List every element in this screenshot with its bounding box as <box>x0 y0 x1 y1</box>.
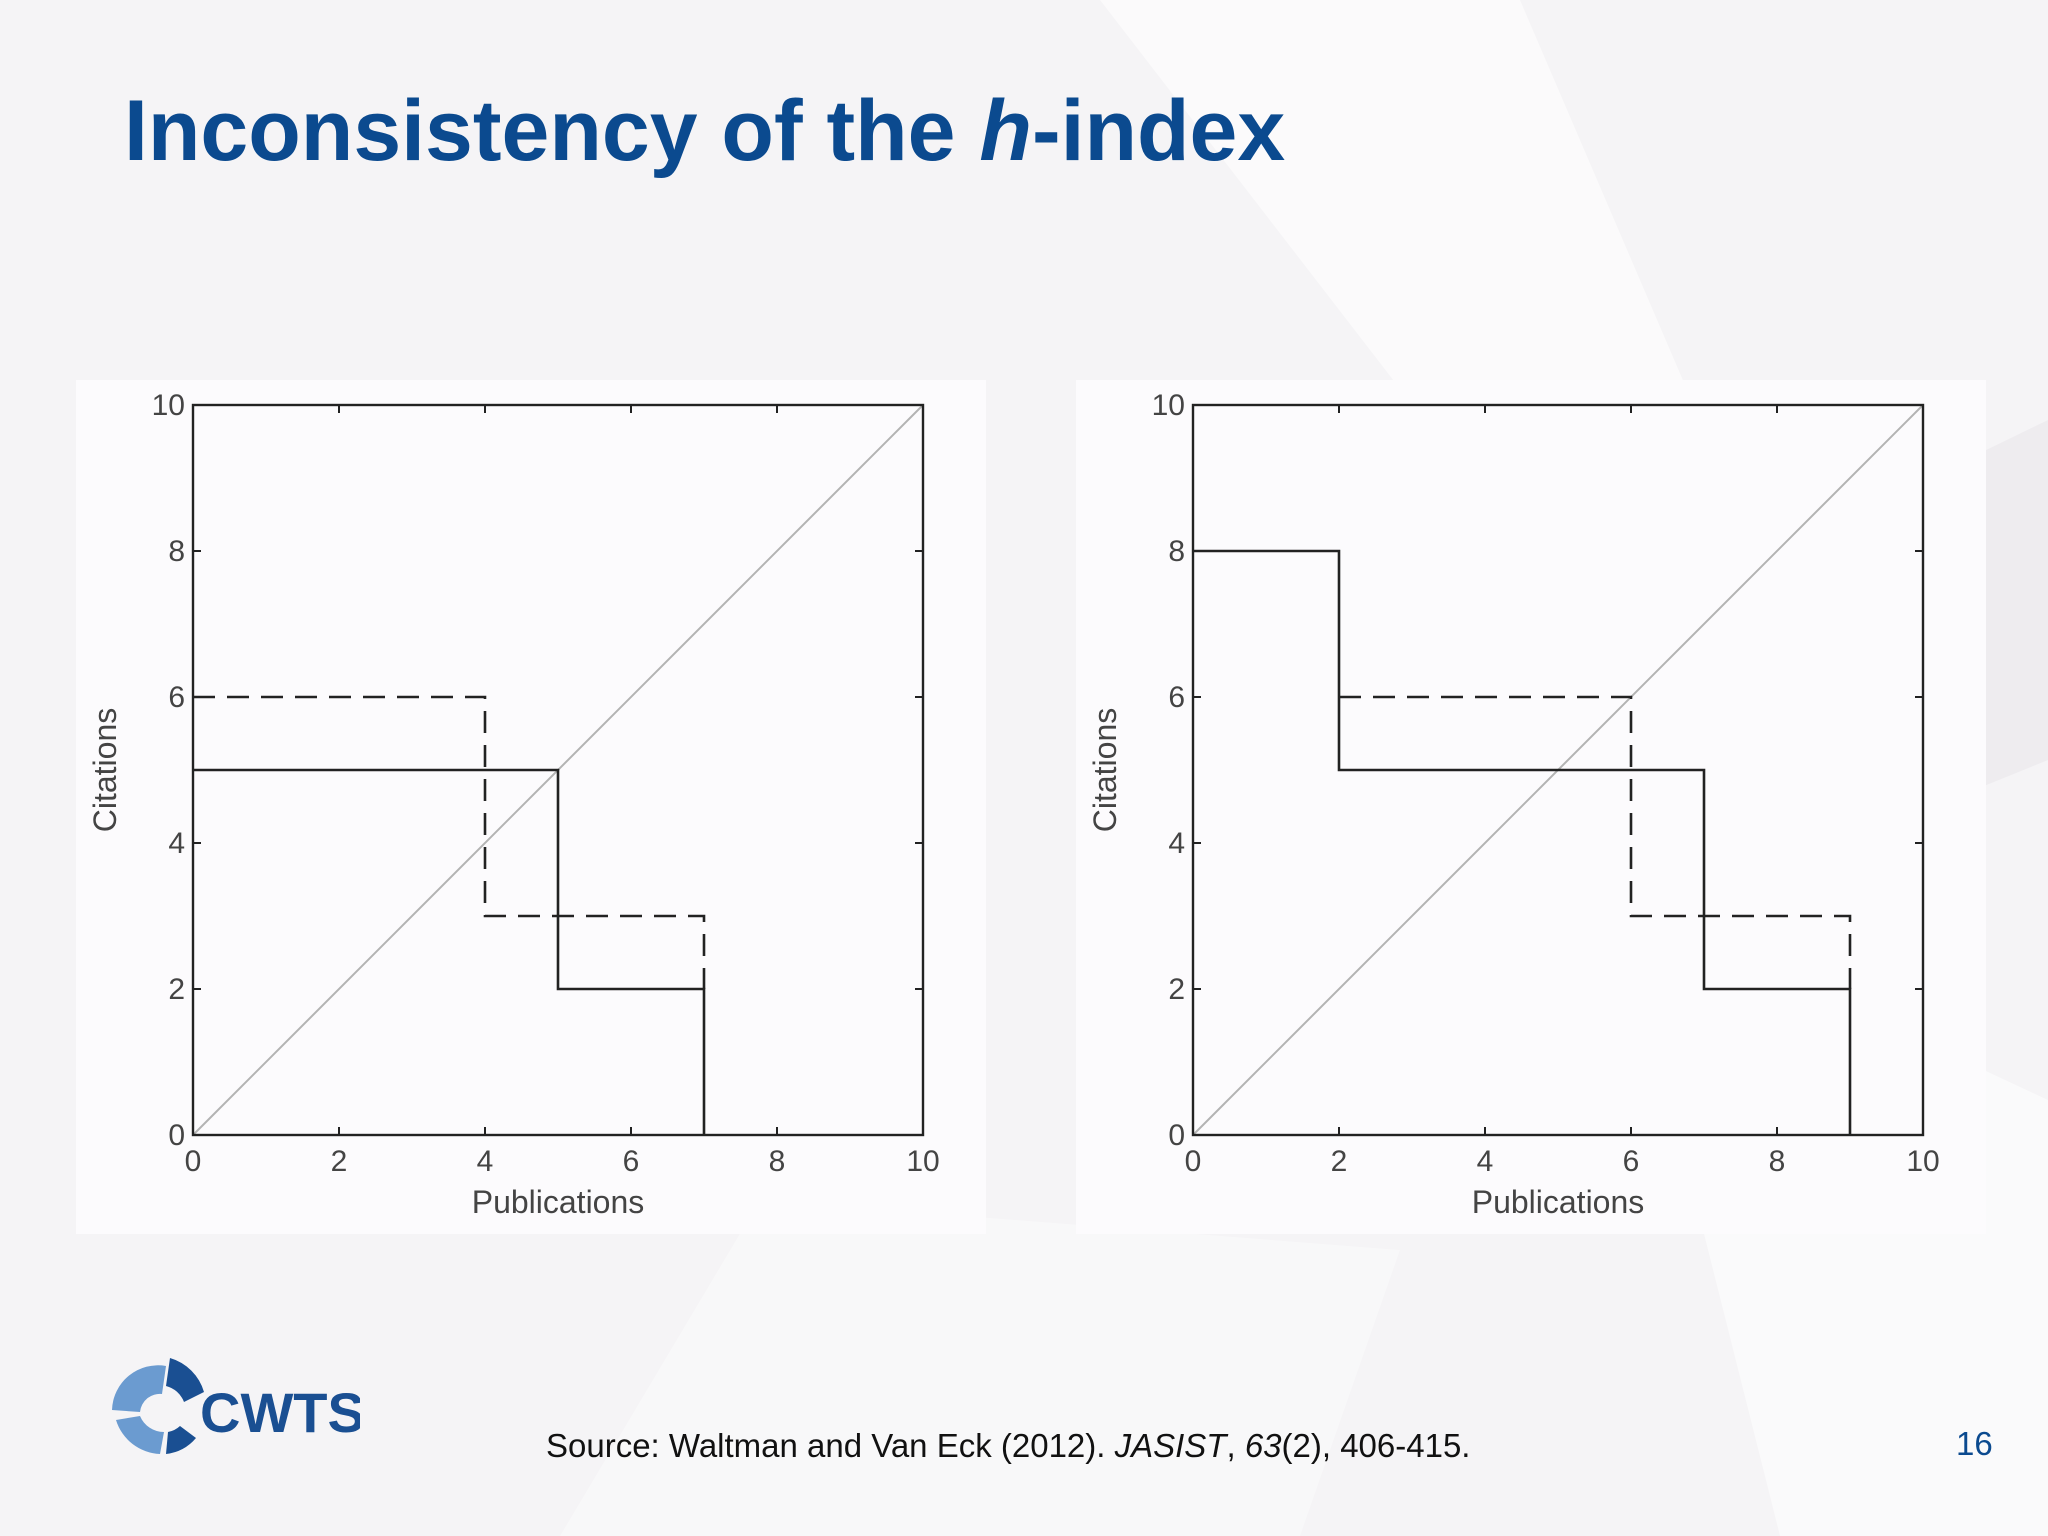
series-solid-line <box>1193 549 1852 1135</box>
x-tick-label: 4 <box>477 1145 494 1178</box>
x-tick-label: 2 <box>331 1145 348 1178</box>
x-axis-label: Publications <box>1472 1184 1645 1220</box>
y-tick-label: 0 <box>168 1119 185 1152</box>
x-tick-label: 4 <box>1477 1145 1494 1178</box>
y-axis-label: Citations <box>87 708 123 833</box>
plot-frame <box>1191 403 1925 1137</box>
y-tick-label: 4 <box>1168 827 1185 860</box>
series-dashed-line <box>193 695 706 989</box>
title-text-1: Inconsistency of the <box>124 83 980 179</box>
x-tick-label: 10 <box>906 1145 939 1178</box>
page-number: 16 <box>1956 1425 1993 1462</box>
y-tick-label: 2 <box>1168 973 1185 1006</box>
source-volume: 63 <box>1244 1427 1282 1464</box>
source-rest: (2), 406-415. <box>1281 1427 1471 1464</box>
y-tick-label: 8 <box>168 535 185 568</box>
x-tick-label: 8 <box>1769 1145 1786 1178</box>
chart-left: 0 2 4 6 8 10 0 2 4 6 8 10 Publications Citations <box>76 380 986 1234</box>
chart-svg: 0 2 4 6 8 10 0 2 4 6 8 10 Publications Citations <box>1087 389 1940 1220</box>
x-axis-label: Publications <box>472 1184 645 1220</box>
x-tick-label: 0 <box>1185 1145 1202 1178</box>
x-tick-label: 0 <box>185 1145 202 1178</box>
svg-text:CWTS: CWTS <box>200 1381 360 1444</box>
series-dashed-line <box>1339 695 1852 989</box>
x-tick-label: 8 <box>769 1145 786 1178</box>
y-axis-label: Citations <box>1087 708 1123 833</box>
y-tick-label: 6 <box>1168 681 1185 714</box>
y-tick-label: 0 <box>1168 1119 1185 1152</box>
chart-svg: 0 2 4 6 8 10 0 2 4 6 8 10 Publications Citations <box>87 389 940 1220</box>
chart-right: 0 2 4 6 8 10 0 2 4 6 8 10 Publications Citations <box>1076 380 1986 1234</box>
title-text-2: -index <box>1031 83 1286 179</box>
source-journal: JASIST <box>1114 1427 1227 1464</box>
y-tick-label: 6 <box>168 681 185 714</box>
slide-title: Inconsistency of the h-index <box>124 82 1285 181</box>
plot-frame <box>191 403 925 1137</box>
y-tick-label: 4 <box>168 827 185 860</box>
title-h-italic: h <box>979 83 1032 179</box>
x-tick-label: 6 <box>623 1145 640 1178</box>
y-tick-label: 8 <box>1168 535 1185 568</box>
source-citation: Source: Waltman and Van Eck (2012). JASI… <box>546 1427 1470 1465</box>
x-tick-label: 6 <box>1623 1145 1640 1178</box>
source-prefix: Source: Waltman and Van Eck (2012). <box>546 1427 1115 1464</box>
y-tick-label: 10 <box>1152 389 1185 422</box>
y-tick-label: 2 <box>168 973 185 1006</box>
x-tick-label: 10 <box>1906 1145 1939 1178</box>
source-sep: , <box>1226 1427 1245 1464</box>
x-tick-label: 2 <box>1331 1145 1348 1178</box>
cwts-logo-mark: CWTS <box>112 1358 365 1454</box>
series-solid-line <box>193 768 706 1135</box>
y-tick-label: 10 <box>152 389 185 422</box>
cwts-logo: CWTS <box>100 1350 365 1460</box>
